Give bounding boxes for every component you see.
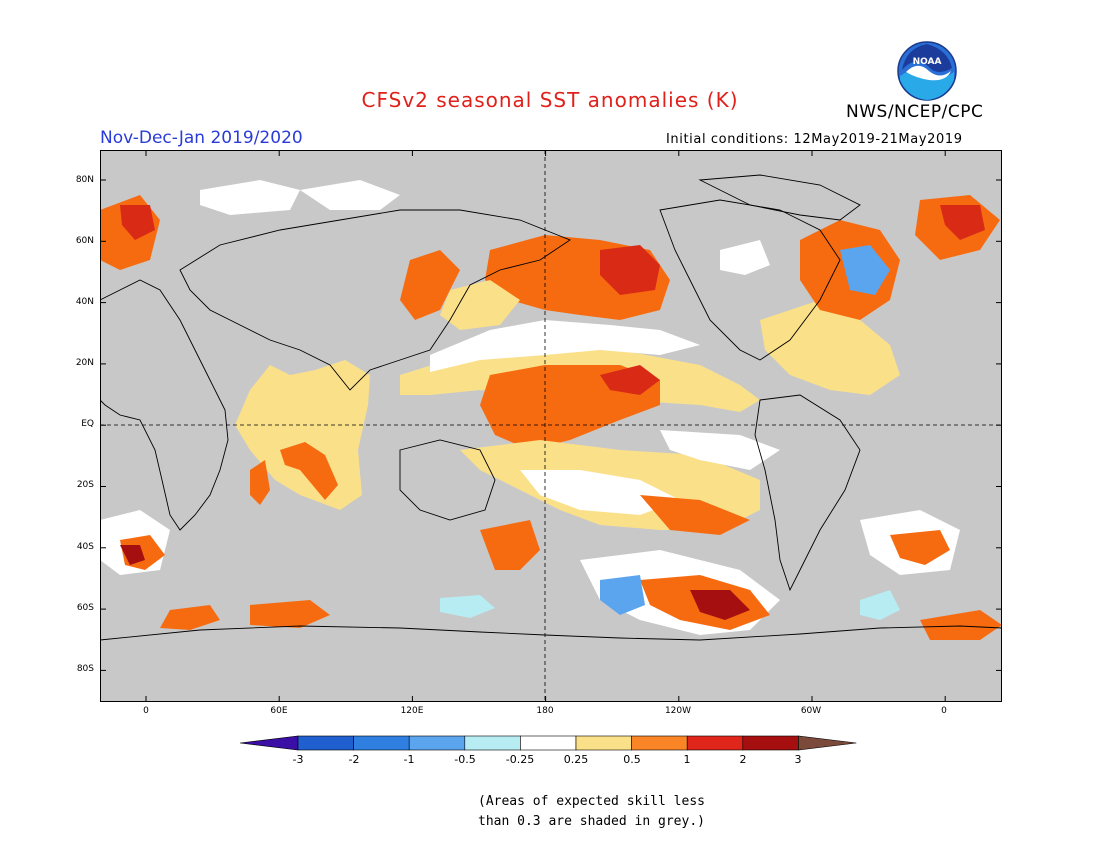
colorbar-cell: [408, 735, 466, 751]
anomaly-region: [120, 205, 155, 240]
initial-conditions: Initial conditions: 12May2019-21May2019: [666, 132, 963, 147]
lat-label: 60N: [75, 236, 94, 246]
skill-note: (Areas of expected skill less than 0.3 ar…: [478, 792, 705, 832]
note-line: than 0.3 are shaded in grey.): [478, 814, 705, 829]
colorbar-low-arrow: [239, 735, 299, 751]
colorbar-cell: [742, 735, 799, 751]
noaa-logo-icon: NOAA: [897, 41, 957, 101]
south-america-coastline: [754, 394, 861, 592]
lat-label: 60S: [76, 603, 94, 613]
colorbar-label: -2: [348, 753, 360, 766]
anomaly-region: [520, 470, 680, 515]
australia-coastline: [399, 439, 496, 521]
anomaly-region: [760, 300, 900, 395]
logo-text: NOAA: [913, 57, 942, 67]
anomaly-region: [160, 605, 220, 630]
colorbar: [239, 735, 857, 751]
anomaly-region: [940, 205, 985, 240]
lat-label: 20S: [76, 480, 94, 490]
anomaly-region: [280, 442, 338, 500]
lon-label: 60E: [270, 706, 288, 716]
colorbar-label: 3: [794, 753, 802, 766]
anomaly-region: [200, 180, 300, 215]
anomaly-region: [250, 460, 270, 505]
anomaly-region: [235, 360, 370, 510]
anomaly-region: [300, 180, 400, 210]
colorbar-label: -0.5: [454, 753, 476, 766]
anomaly-region: [660, 430, 780, 470]
colorbar-cell: [575, 735, 632, 751]
anomaly-region: [640, 495, 750, 535]
colorbar-cell: [520, 735, 577, 751]
colorbar-label: 1: [683, 753, 691, 766]
anomaly-region: [720, 240, 770, 275]
anomaly-region: [890, 530, 950, 565]
colorbar-cell: [464, 735, 521, 751]
colorbar-cell: [297, 735, 354, 751]
anomaly-region: [920, 610, 1002, 640]
map-title: CFSv2 seasonal SST anomalies (K): [361, 88, 739, 112]
colorbar-cell: [631, 735, 688, 751]
anomaly-region: [600, 245, 660, 295]
greenland-coastline: [698, 174, 861, 221]
anomaly-region: [440, 595, 495, 618]
axis-ticks: [100, 150, 1002, 702]
colorbar-label: -3: [292, 753, 304, 766]
lat-label: 80N: [75, 175, 94, 185]
colorbar-label: -0.25: [505, 753, 535, 766]
north-america-coastline: [659, 199, 841, 361]
eurasia-coastline: [179, 209, 571, 391]
antarctica-coastline: [100, 625, 1002, 641]
colorbar-label: 0.5: [623, 753, 641, 766]
colorbar-cell: [686, 735, 744, 751]
lon-label: 120E: [400, 706, 424, 716]
anomaly-region: [860, 590, 900, 620]
lon-label: 120W: [664, 706, 692, 716]
anomaly-region: [690, 590, 750, 620]
forecast-period: Nov-Dec-Jan 2019/2020: [100, 128, 303, 148]
agency-label: NWS/NCEP/CPC: [846, 102, 984, 122]
lon-label: 0: [941, 706, 947, 716]
anomaly-region: [430, 320, 700, 372]
lat-label: 40S: [76, 542, 94, 552]
colorbar-label: 2: [739, 753, 747, 766]
anomaly-region: [440, 280, 520, 330]
lon-label: 60W: [800, 706, 822, 716]
anomaly-region: [120, 545, 145, 565]
anomaly-region: [400, 250, 460, 320]
anomaly-region: [250, 600, 330, 628]
colorbar-high-arrow: [798, 735, 857, 751]
lon-label: 0: [143, 706, 149, 716]
anomaly-region: [600, 365, 660, 395]
anomaly-region: [660, 370, 740, 405]
colorbar-label: 0.25: [563, 753, 589, 766]
lat-label: EQ: [81, 419, 94, 429]
anomaly-region: [480, 520, 540, 570]
lon-label: 180: [536, 706, 554, 716]
anomaly-field: [100, 180, 1002, 640]
coastlines: [100, 174, 1002, 641]
anomaly-region: [840, 245, 890, 295]
note-line: (Areas of expected skill less: [478, 794, 705, 809]
lat-label: 40N: [75, 297, 94, 307]
anomaly-region: [600, 575, 645, 615]
lat-label: 20N: [75, 358, 94, 368]
colorbar-cell: [353, 735, 410, 751]
sst-anomaly-map: [100, 150, 1002, 702]
colorbar-label: -1: [403, 753, 415, 766]
lat-label: 80S: [76, 664, 94, 674]
